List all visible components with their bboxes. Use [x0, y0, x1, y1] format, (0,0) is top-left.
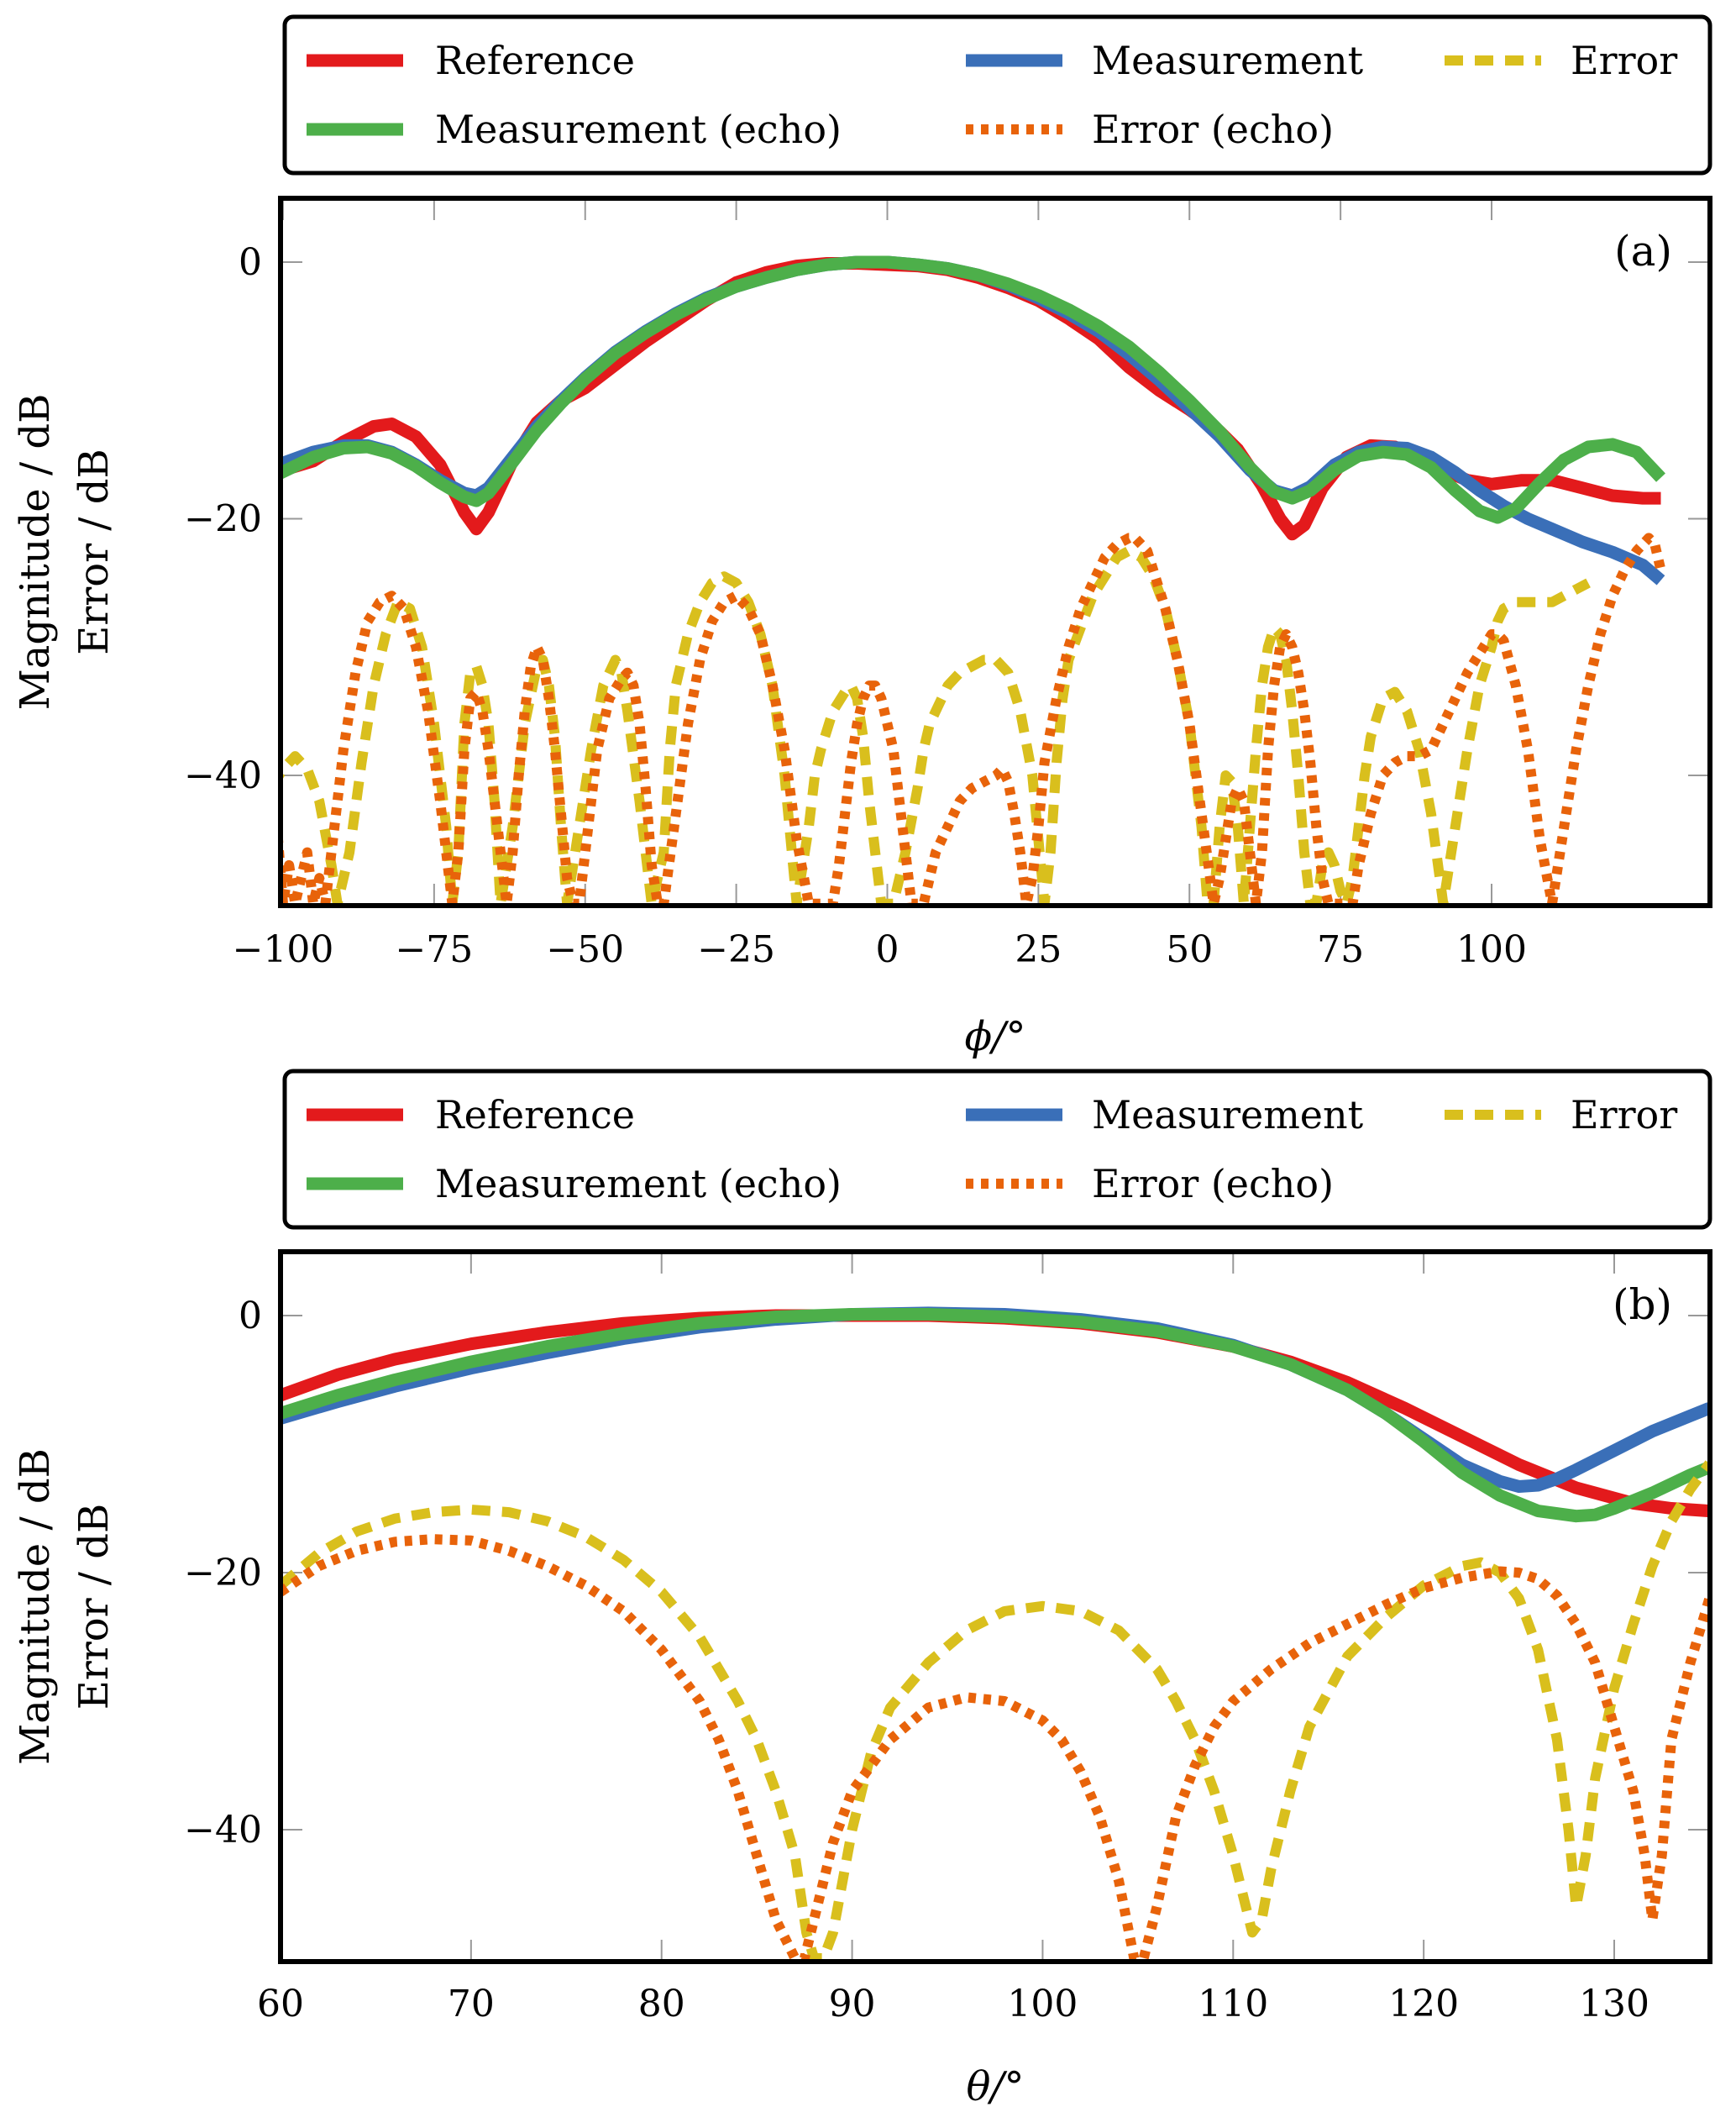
x-tick-label: 100 [1007, 1983, 1078, 2025]
legend-label: Measurement (echo) [435, 1161, 842, 1206]
legend-entry-error-echo: Error (echo) [966, 107, 1334, 152]
x-tick-label: −100 [233, 928, 334, 971]
plot-area-b [281, 1306, 1710, 1962]
panel-label: (a) [1614, 227, 1672, 276]
legend-label: Measurement (echo) [435, 107, 842, 152]
legend-a-frame [282, 14, 1712, 176]
legend-entry-reference: Reference [307, 38, 635, 83]
panel-label: (b) [1613, 1280, 1672, 1329]
x-tick-label: 70 [448, 1983, 495, 2025]
legend-label: Reference [435, 38, 635, 83]
legend-label: Error (echo) [1092, 107, 1334, 152]
axes-a: −100 −75 −50 −25 0 25 50 75 100 0 −20 −40 ϕ/° Magnitu… [12, 196, 1712, 1060]
x-tick-label: 110 [1198, 1983, 1268, 2025]
y-tick-label: −20 [184, 1552, 262, 1594]
legend-entry-measurement-echo: Measurement (echo) [307, 1161, 842, 1206]
x-tick-label: −25 [697, 928, 775, 971]
legend-b-frame [282, 1069, 1712, 1230]
y-tick-label: −40 [184, 1809, 262, 1852]
legend-a: Reference Measurement Error Measurement (ec… [282, 14, 1712, 176]
legend-entry-reference: Reference [307, 1092, 635, 1137]
y-tick-label: −40 [184, 754, 262, 797]
x-tick-label: 120 [1388, 1983, 1459, 2025]
panel-a: Reference Measurement Error Measurement (ec… [12, 14, 1712, 1060]
y-tick-label: 0 [239, 1295, 262, 1337]
x-tick-label: 25 [1015, 928, 1062, 971]
axes-frame-b [278, 1249, 1712, 1964]
y-tick-label: −20 [184, 498, 262, 541]
plot-area-a [281, 255, 1666, 906]
series-measurement-echo-line [281, 1308, 1710, 1523]
x-tick-label: 80 [638, 1983, 685, 2025]
series-measurement-echo-line [281, 255, 1665, 524]
series-error-line [281, 1460, 1710, 1962]
x-tick-label: 90 [829, 1983, 876, 2025]
panel-b: Reference Measurement Error Measurement (ec… [12, 1069, 1712, 2110]
x-axis-title: ϕ/° [965, 1013, 1026, 1060]
x-tick-label: 0 [876, 928, 899, 971]
x-tick-label: 60 [257, 1983, 304, 2025]
series-error-echo-line [281, 1534, 1710, 1962]
x-tick-label: −75 [395, 928, 473, 971]
y-axis-title-line: Error / dB [71, 449, 118, 654]
legend-entry-measurement-echo: Measurement (echo) [307, 107, 842, 152]
x-tick-label: 75 [1317, 928, 1364, 971]
x-tick-label: 130 [1579, 1983, 1649, 2025]
legend-label: Measurement [1092, 1092, 1364, 1137]
legend-label: Measurement [1092, 38, 1364, 83]
y-axis-title-line: Error / dB [71, 1504, 118, 1710]
axes-b: 60 70 80 90 100 110 120 130 0 −20 −40 θ/° Magnitude … [12, 1249, 1712, 2110]
legend-entry-error: Error [1445, 1092, 1677, 1137]
legend-label: Error [1571, 1092, 1677, 1137]
legend-entry-measurement: Measurement [966, 1092, 1364, 1137]
y-axis-title-line: Magnitude / dB [12, 1448, 59, 1765]
legend-label: Error (echo) [1092, 1161, 1334, 1206]
x-axis-title: θ/° [966, 2063, 1024, 2110]
legend-b: Reference Measurement Error Measurement (ec… [282, 1069, 1712, 1230]
legend-entry-error: Error [1445, 38, 1677, 83]
x-tick-label: 50 [1166, 928, 1213, 971]
legend-entry-error-echo: Error (echo) [966, 1161, 1334, 1206]
x-tick-label: 100 [1456, 928, 1527, 971]
y-axis-title-line: Magnitude / dB [12, 394, 59, 711]
legend-label: Reference [435, 1092, 635, 1137]
legend-label: Error [1571, 38, 1677, 83]
series-error-echo-line [281, 533, 1666, 906]
axes-frame-a [278, 196, 1712, 908]
y-tick-label: 0 [239, 241, 262, 284]
legend-entry-measurement: Measurement [966, 38, 1364, 83]
x-tick-label: −50 [546, 928, 624, 971]
